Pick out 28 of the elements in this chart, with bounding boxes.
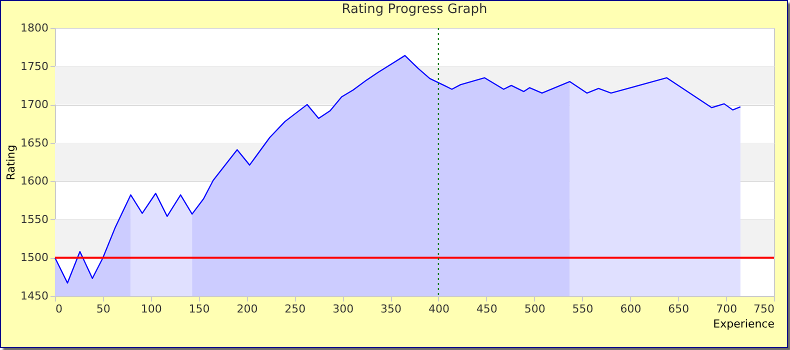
x-tick-label: 400: [428, 302, 450, 316]
x-tick-label: 750: [754, 302, 774, 316]
x-tick-label: 50: [96, 302, 110, 316]
y-tick-label: 1700: [20, 98, 48, 112]
x-tick-label: 550: [572, 302, 594, 316]
x-tick-label: 450: [476, 302, 498, 316]
x-tick-label: 150: [188, 302, 210, 316]
y-tick-label: 1750: [20, 60, 48, 73]
chart-title: Rating Progress Graph: [342, 2, 488, 17]
y-tick-label: 1800: [20, 22, 48, 34]
y-tick-label: 1500: [20, 251, 48, 264]
x-tick-label: 0: [56, 302, 62, 316]
x-tick-label: 650: [668, 302, 690, 316]
y-axis-title: Rating: [4, 144, 18, 180]
y-tick-label: 1450: [20, 290, 48, 302]
y-tick-label: 1600: [20, 174, 48, 188]
x-tick-label: 300: [332, 302, 354, 316]
x-tick-label: 350: [380, 302, 402, 316]
x-tick-label: 250: [284, 302, 306, 316]
y-tick-label: 1650: [20, 136, 48, 150]
x-tick-label: 100: [140, 302, 162, 316]
x-tick-label: 500: [524, 302, 546, 316]
x-tick-label: 200: [236, 302, 258, 316]
x-axis-title: Experience: [713, 318, 775, 330]
y-tick-label: 1550: [20, 212, 48, 226]
x-tick-label: 600: [620, 302, 642, 316]
x-tick-label: 700: [716, 302, 738, 316]
line-series: [54, 54, 742, 284]
